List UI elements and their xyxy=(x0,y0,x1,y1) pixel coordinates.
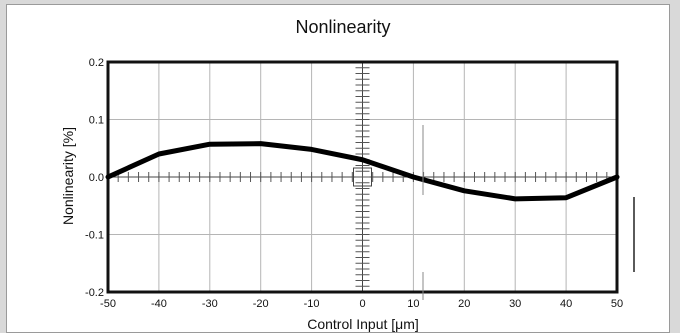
x-tick-label: -50 xyxy=(100,298,116,310)
axis-crosshair xyxy=(107,61,618,293)
y-tick-label: 0.1 xyxy=(89,115,104,127)
tick-labels: -50 -40 -30 -20 -10 0 10 20 30 40 50 0.2 0.1 0.0 -0.1 -… xyxy=(85,57,623,310)
x-tick-label: 0 xyxy=(359,298,365,310)
x-tick-label: -40 xyxy=(151,298,167,310)
origin-box xyxy=(353,167,372,187)
series-group xyxy=(105,141,620,202)
y-tick-label: -0.2 xyxy=(85,287,104,299)
x-tick-label: 40 xyxy=(560,298,572,310)
x-tick-label: 10 xyxy=(407,298,419,310)
nonlinearity-line xyxy=(105,141,620,202)
y-tick-label: 0.0 xyxy=(89,172,104,184)
chart-panel xyxy=(6,4,670,333)
x-tick-label: -20 xyxy=(253,298,269,310)
x-tick-label: 20 xyxy=(458,298,470,310)
x-tick-label: -30 xyxy=(202,298,218,310)
y-tick-label: 0.2 xyxy=(89,57,104,69)
chart-title: Nonlinearity xyxy=(295,17,390,37)
x-tick-label: -10 xyxy=(304,298,320,310)
y-axis-label: Nonlinearity [%] xyxy=(60,127,76,225)
x-axis-label: Control Input [μm] xyxy=(307,316,419,332)
side-marks xyxy=(422,125,635,300)
x-tick-label: 30 xyxy=(509,298,521,310)
x-tick-label: 50 xyxy=(611,298,623,310)
y-tick-label: -0.1 xyxy=(85,230,104,242)
